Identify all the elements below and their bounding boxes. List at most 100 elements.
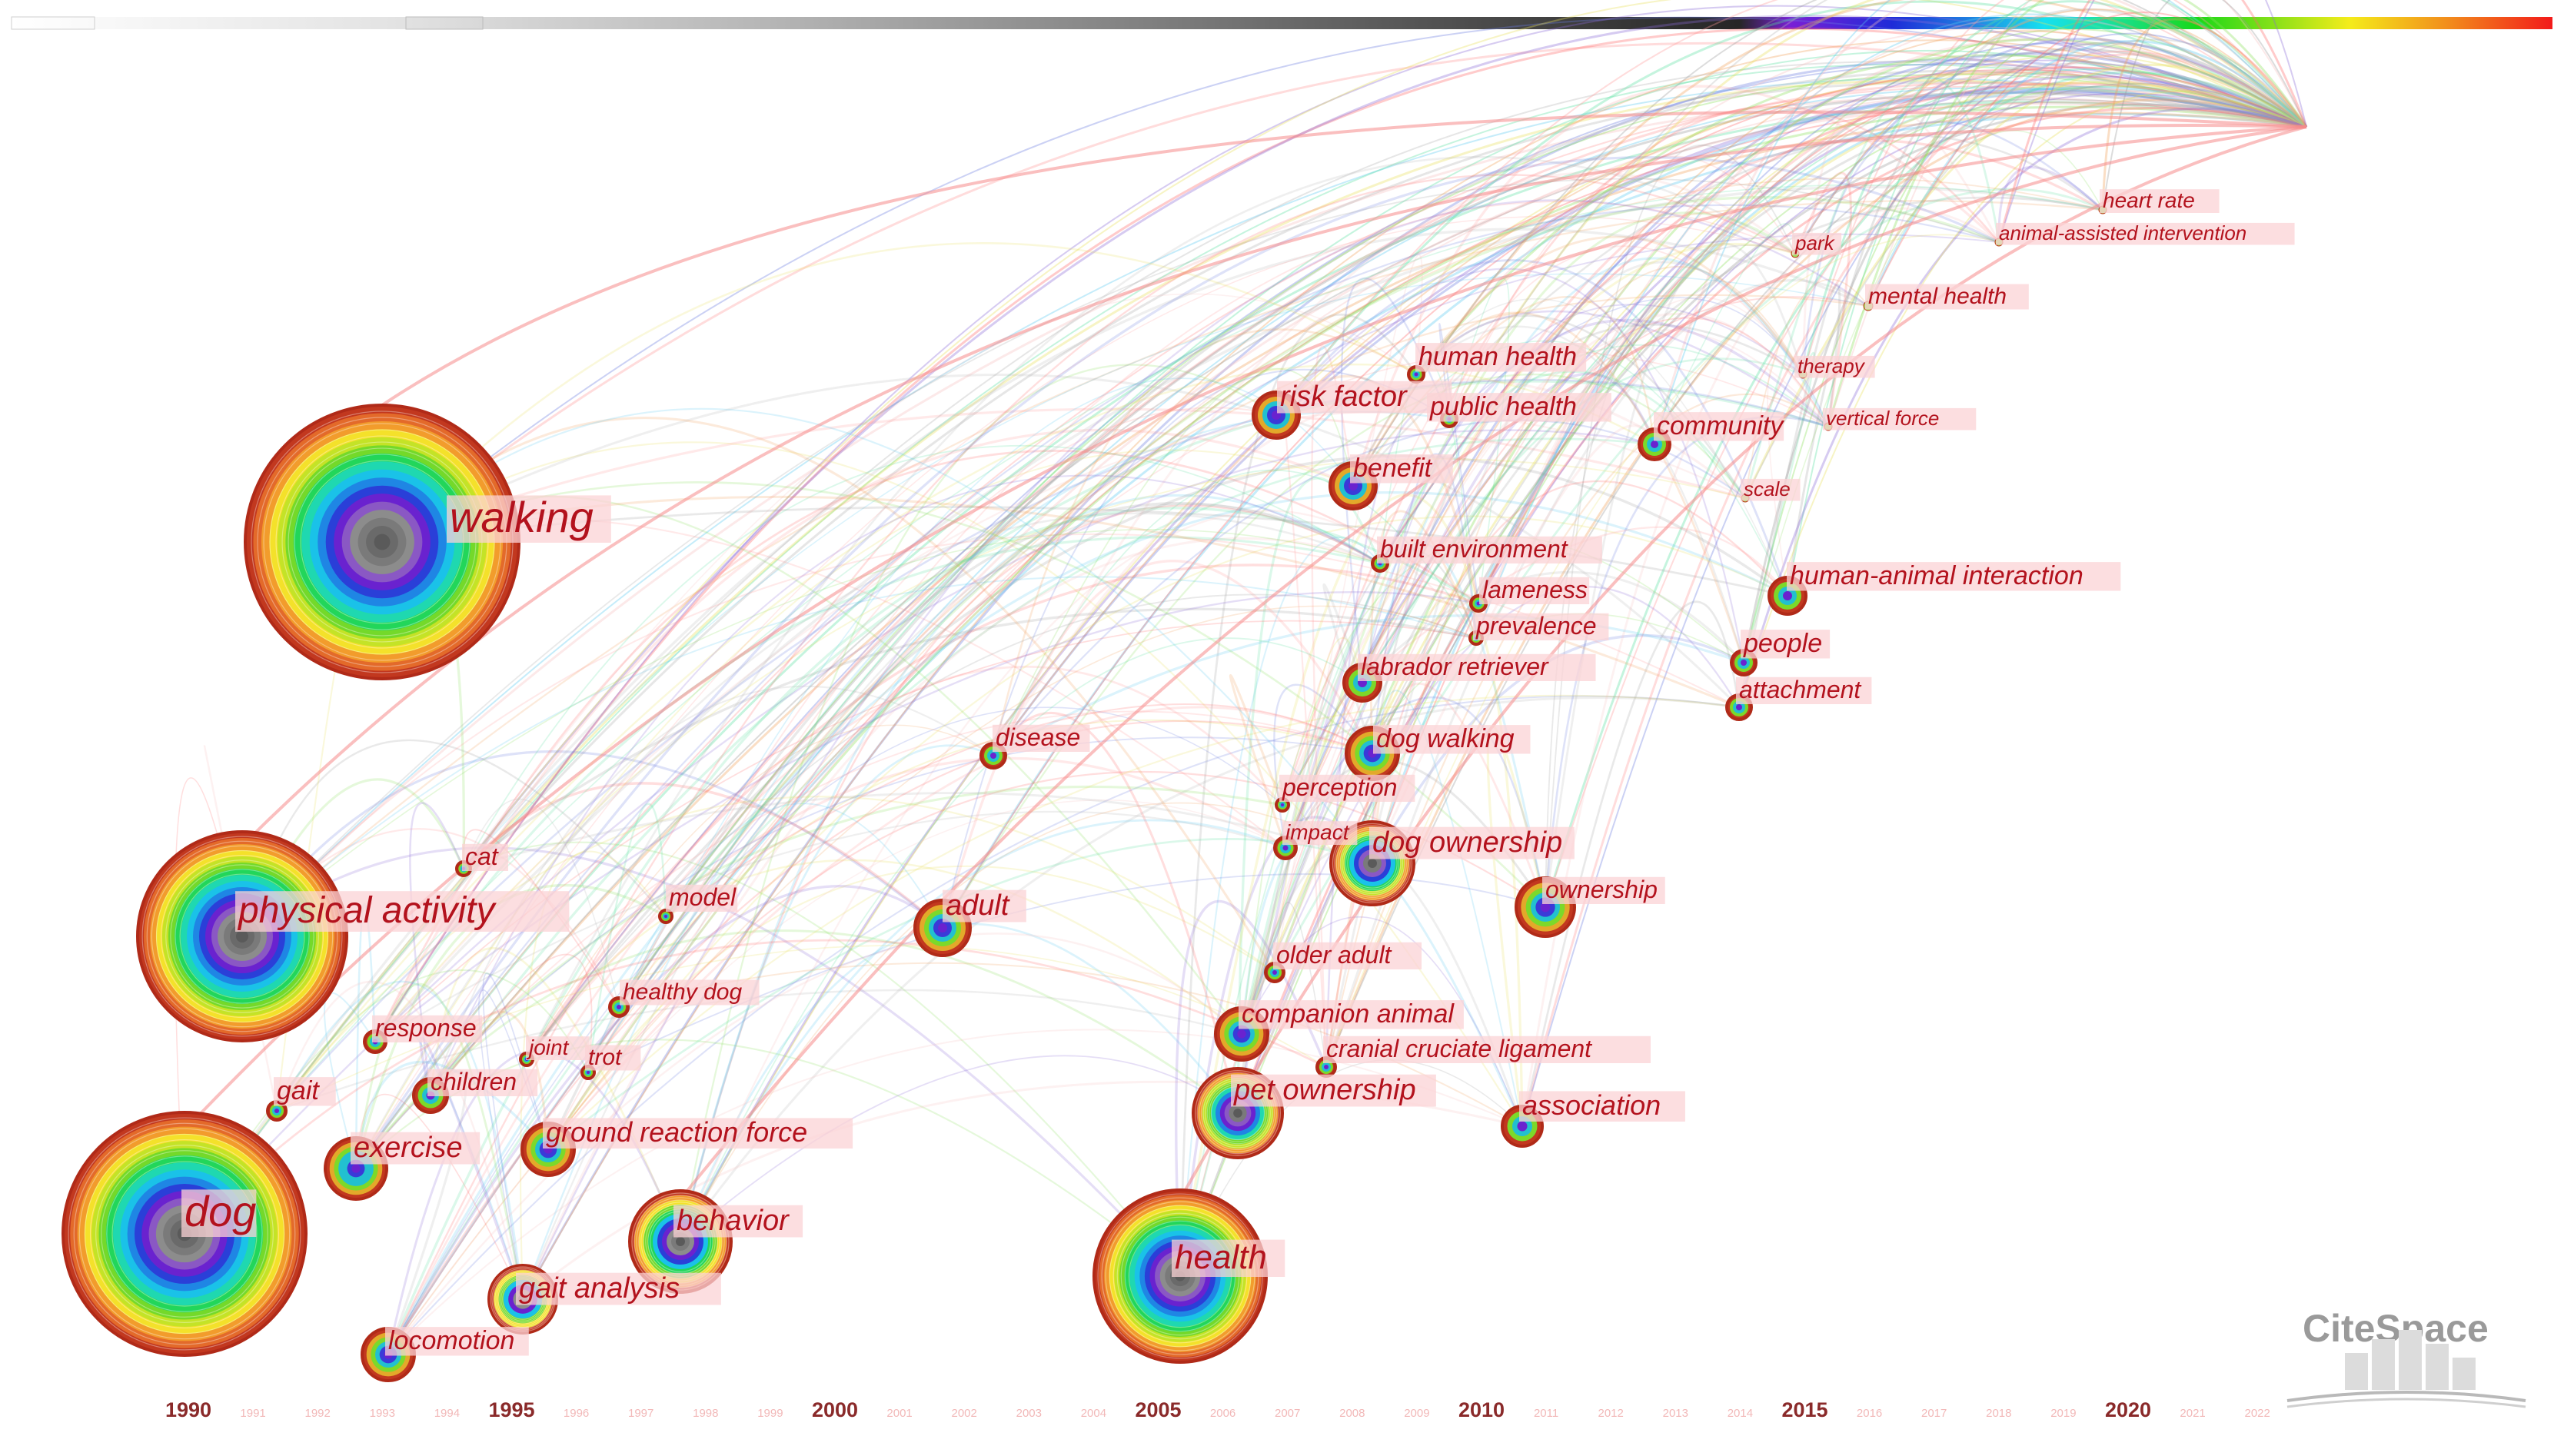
keyword-label[interactable]: prevalence bbox=[1475, 612, 1597, 640]
year-label-minor: 2006 bbox=[1210, 1407, 1235, 1420]
year-label-minor: 2014 bbox=[1728, 1407, 1753, 1420]
link-line bbox=[679, 89, 2307, 1242]
keyword-label[interactable]: scale bbox=[1744, 477, 1791, 500]
link-line bbox=[665, 703, 1373, 917]
keyword-label[interactable]: cranial cruciate ligament bbox=[1326, 1035, 1592, 1062]
keyword-label[interactable]: pet ownership bbox=[1233, 1074, 1416, 1106]
keyword-label[interactable]: attachment bbox=[1739, 676, 1861, 703]
timeline-slider-handle[interactable] bbox=[405, 16, 484, 30]
label-background bbox=[1373, 725, 1531, 754]
keyword-label[interactable]: impact bbox=[1285, 820, 1350, 844]
keyword-label[interactable]: model bbox=[669, 883, 737, 911]
year-label-major: 1990 bbox=[165, 1398, 211, 1421]
link-line bbox=[1229, 674, 1287, 849]
keyword-label[interactable]: public health bbox=[1429, 392, 1577, 421]
keyword-label[interactable]: companion animal bbox=[1242, 999, 1455, 1029]
keyword-label[interactable]: mental health bbox=[1868, 284, 2007, 309]
keyword-label[interactable]: vertical force bbox=[1826, 407, 1939, 430]
link-line bbox=[381, 42, 2307, 544]
link-line bbox=[1802, 0, 2307, 375]
label-background bbox=[1479, 577, 1590, 604]
link-line bbox=[355, 710, 1373, 1169]
node-physical-activity[interactable] bbox=[136, 830, 348, 1042]
timeline-slider-start[interactable] bbox=[11, 16, 95, 30]
keyword-label[interactable]: lameness bbox=[1482, 576, 1588, 603]
keyword-label[interactable]: health bbox=[1175, 1238, 1267, 1276]
keyword-label[interactable]: gait bbox=[277, 1076, 320, 1105]
keyword-label[interactable]: joint bbox=[526, 1035, 570, 1059]
keyword-label[interactable]: dog ownership bbox=[1372, 826, 1562, 859]
year-label-minor: 2022 bbox=[2245, 1407, 2270, 1420]
keyword-label[interactable]: dog walking bbox=[1376, 724, 1515, 753]
link-line bbox=[276, 184, 2103, 1112]
link-line bbox=[374, 591, 1479, 1042]
keyword-label[interactable]: risk factor bbox=[1280, 381, 1408, 413]
keyword-label[interactable]: people bbox=[1743, 629, 1822, 658]
link-line bbox=[526, 724, 994, 1060]
keyword-label[interactable]: association bbox=[1522, 1089, 1661, 1121]
label-background bbox=[372, 1015, 483, 1042]
keyword-label[interactable]: behavior bbox=[677, 1205, 790, 1237]
keyword-label[interactable]: older adult bbox=[1276, 941, 1392, 969]
link-line bbox=[381, 242, 1417, 543]
keyword-label[interactable]: dog bbox=[185, 1187, 256, 1235]
link-line bbox=[430, 98, 2307, 1096]
keyword-label[interactable]: human health bbox=[1418, 342, 1577, 371]
year-label-minor: 2009 bbox=[1404, 1407, 1429, 1420]
keyword-label[interactable]: community bbox=[1657, 411, 1784, 440]
link-line bbox=[184, 796, 1275, 1235]
keyword-label[interactable]: built environment bbox=[1380, 535, 1568, 563]
link-line bbox=[941, 88, 2307, 929]
keyword-label[interactable]: trot bbox=[588, 1045, 623, 1070]
label-background bbox=[385, 1327, 529, 1356]
link-line bbox=[521, 58, 2307, 1300]
node-model[interactable] bbox=[658, 909, 673, 924]
keyword-label[interactable]: heart rate bbox=[2103, 188, 2195, 212]
keyword-label[interactable]: exercise bbox=[354, 1132, 463, 1164]
link-line bbox=[354, 1060, 550, 1169]
link-line bbox=[276, 363, 1655, 1112]
keyword-label[interactable]: children bbox=[431, 1068, 517, 1095]
keyword-label[interactable]: perception bbox=[1282, 773, 1397, 801]
node-gait[interactable] bbox=[266, 1100, 288, 1122]
keyword-label[interactable]: response bbox=[375, 1014, 477, 1042]
link-line bbox=[1325, 279, 1869, 1068]
node-walking[interactable] bbox=[244, 404, 520, 680]
label-background bbox=[1239, 1000, 1464, 1029]
link-line bbox=[241, 178, 2000, 937]
year-label-minor: 2012 bbox=[1598, 1407, 1624, 1420]
keyword-label[interactable]: walking bbox=[450, 493, 594, 541]
keyword-label[interactable]: labrador retriever bbox=[1361, 653, 1549, 680]
link-line bbox=[1240, 196, 2103, 1035]
keyword-label[interactable]: locomotion bbox=[388, 1326, 514, 1355]
keyword-label[interactable]: cat bbox=[465, 843, 499, 870]
keyword-label[interactable]: animal-assisted intervention bbox=[1999, 221, 2246, 244]
link-line bbox=[1827, 0, 2307, 427]
link-line bbox=[1275, 0, 2307, 416]
keyword-label[interactable]: human-animal interaction bbox=[1790, 561, 2083, 590]
keyword-label[interactable]: gait analysis bbox=[519, 1272, 680, 1305]
link-line bbox=[1448, 0, 2307, 420]
keyword-label[interactable]: healthy dog bbox=[623, 979, 742, 1005]
keyword-label[interactable]: adult bbox=[946, 889, 1010, 922]
link-line bbox=[1787, 0, 2307, 597]
link-line bbox=[547, 349, 1829, 1150]
keyword-label[interactable]: benefit bbox=[1353, 454, 1433, 483]
node-healthy-dog[interactable] bbox=[608, 996, 630, 1018]
keyword-label[interactable]: disease bbox=[996, 723, 1080, 751]
keyword-label[interactable]: ownership bbox=[1545, 876, 1658, 903]
link-line bbox=[1654, 0, 2307, 445]
node-health[interactable] bbox=[1092, 1188, 1268, 1364]
link-line bbox=[1744, 38, 2307, 499]
link-line bbox=[275, 79, 2307, 1112]
keyword-label[interactable]: therapy bbox=[1797, 354, 1866, 377]
keyword-label[interactable]: physical activity bbox=[237, 890, 497, 931]
keyword-label[interactable]: ground reaction force bbox=[546, 1116, 807, 1148]
link-line bbox=[354, 156, 2000, 1169]
label-background bbox=[943, 889, 1026, 922]
year-label-minor: 2004 bbox=[1081, 1407, 1106, 1420]
link-line bbox=[354, 982, 524, 1300]
keyword-label[interactable]: park bbox=[1794, 231, 1836, 254]
link-line bbox=[1179, 536, 1381, 1277]
link-line bbox=[387, 101, 2307, 1355]
